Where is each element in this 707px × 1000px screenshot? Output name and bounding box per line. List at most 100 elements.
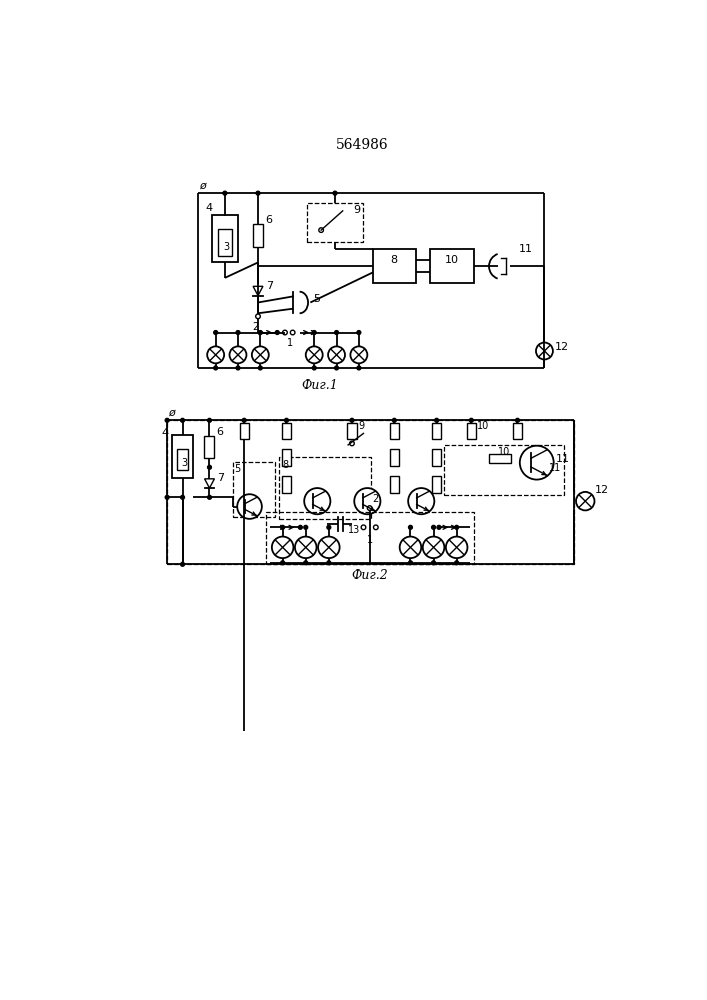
Circle shape	[281, 525, 284, 529]
Polygon shape	[204, 479, 214, 488]
Circle shape	[373, 525, 378, 530]
Bar	[282, 449, 291, 466]
Bar	[204, 436, 214, 458]
Circle shape	[298, 525, 303, 529]
Circle shape	[236, 366, 240, 370]
Text: 11: 11	[556, 454, 570, 464]
Bar	[390, 476, 399, 493]
Circle shape	[399, 537, 421, 558]
Bar	[513, 423, 522, 439]
Bar	[308, 203, 363, 242]
Circle shape	[291, 330, 295, 335]
Text: 9: 9	[354, 205, 361, 215]
Circle shape	[318, 537, 339, 558]
Circle shape	[455, 525, 459, 529]
Bar	[252, 224, 264, 247]
Bar	[240, 423, 249, 439]
Polygon shape	[253, 286, 263, 296]
Bar	[347, 423, 356, 439]
Bar	[218, 229, 232, 256]
Text: ø: ø	[168, 408, 175, 418]
Circle shape	[236, 331, 240, 334]
Text: 10: 10	[445, 255, 459, 265]
Circle shape	[281, 561, 284, 565]
Circle shape	[312, 366, 316, 370]
Circle shape	[520, 446, 554, 480]
Text: 11: 11	[549, 463, 561, 473]
Circle shape	[437, 525, 441, 529]
Circle shape	[354, 488, 380, 514]
Circle shape	[283, 330, 287, 335]
Circle shape	[446, 537, 467, 558]
Text: Фиг.1: Фиг.1	[301, 379, 338, 392]
Bar	[489, 454, 510, 463]
Circle shape	[256, 314, 260, 319]
Circle shape	[208, 465, 211, 469]
Circle shape	[208, 495, 211, 499]
Circle shape	[333, 191, 337, 195]
Bar	[167, 420, 573, 564]
Text: 8: 8	[391, 255, 398, 265]
Bar	[279, 457, 371, 519]
Circle shape	[304, 488, 330, 514]
Circle shape	[432, 561, 436, 565]
Circle shape	[357, 331, 361, 334]
Circle shape	[357, 366, 361, 370]
Circle shape	[304, 525, 308, 529]
Circle shape	[334, 331, 339, 334]
Text: 1: 1	[287, 338, 293, 348]
Text: 6: 6	[216, 427, 223, 437]
Bar	[431, 249, 474, 283]
Circle shape	[214, 331, 218, 334]
Text: 5: 5	[234, 464, 240, 474]
Text: 12: 12	[555, 342, 569, 352]
Bar	[444, 445, 563, 495]
Circle shape	[368, 506, 372, 510]
Circle shape	[312, 331, 316, 334]
Circle shape	[455, 561, 459, 565]
Circle shape	[180, 418, 185, 422]
Circle shape	[327, 525, 331, 529]
Circle shape	[207, 346, 224, 363]
Bar	[373, 249, 416, 283]
Circle shape	[319, 228, 324, 232]
Circle shape	[432, 525, 436, 529]
Text: Фиг.2: Фиг.2	[351, 569, 388, 582]
Text: 12: 12	[595, 485, 609, 495]
Text: 2: 2	[373, 494, 379, 504]
Circle shape	[305, 346, 322, 363]
Circle shape	[214, 366, 218, 370]
Circle shape	[515, 418, 520, 422]
Circle shape	[258, 331, 262, 334]
Circle shape	[351, 346, 368, 363]
Circle shape	[327, 561, 331, 565]
Circle shape	[469, 418, 473, 422]
Text: 8: 8	[283, 460, 288, 470]
Text: 3: 3	[181, 458, 187, 468]
Circle shape	[350, 441, 354, 446]
Bar	[177, 449, 188, 470]
Text: 10: 10	[477, 421, 490, 431]
Text: 9: 9	[358, 421, 364, 431]
Bar	[282, 423, 291, 439]
Circle shape	[409, 525, 412, 529]
Circle shape	[238, 494, 262, 519]
Circle shape	[180, 562, 185, 566]
Circle shape	[230, 346, 247, 363]
Bar	[266, 512, 474, 564]
Circle shape	[284, 418, 288, 422]
Circle shape	[392, 418, 396, 422]
Bar	[432, 423, 441, 439]
Text: 1: 1	[367, 535, 373, 545]
Text: 5: 5	[313, 294, 320, 304]
Circle shape	[223, 191, 227, 195]
Circle shape	[180, 495, 185, 499]
Text: ø: ø	[199, 181, 206, 191]
Circle shape	[272, 537, 293, 558]
Bar	[172, 435, 193, 478]
Bar	[390, 423, 399, 439]
Bar	[390, 449, 399, 466]
Bar	[233, 462, 275, 517]
Circle shape	[536, 343, 553, 359]
Circle shape	[165, 418, 169, 422]
